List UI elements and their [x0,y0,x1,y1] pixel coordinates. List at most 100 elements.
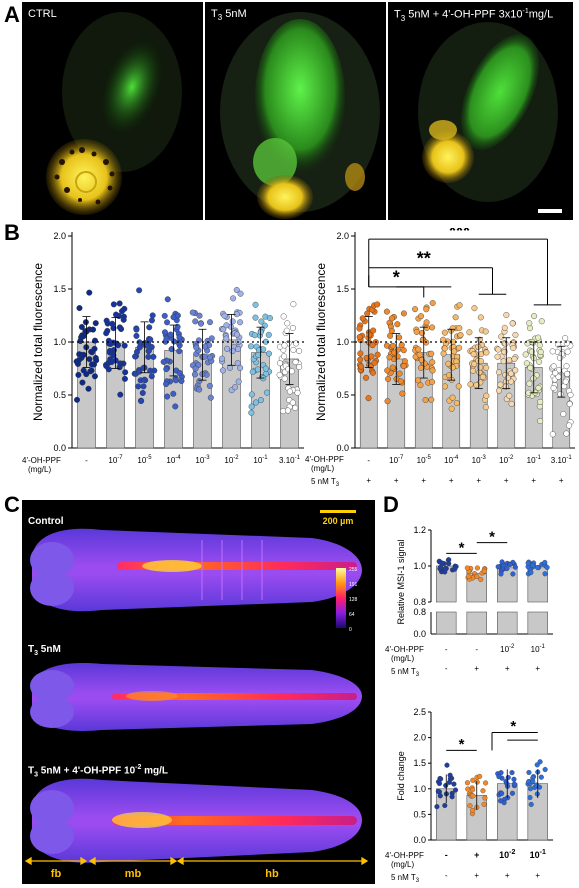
data-point [399,390,406,397]
data-point [529,562,535,568]
data-point [494,353,501,360]
data-point [452,566,458,572]
heatmap-scalebar [320,510,356,513]
t3-mark: + [535,871,540,880]
data-point [93,357,100,364]
data-point [526,320,533,327]
data-point [362,374,369,381]
data-point [428,396,435,403]
data-point [400,363,407,370]
data-point [117,391,124,398]
chart-b-left: 0.0 0.5 1.0 1.5 2.0 Normalized total fluoresc… [22,231,304,474]
data-point [104,327,111,334]
data-point [140,383,147,390]
data-point [280,313,287,320]
data-point [542,766,548,773]
data-point [230,295,237,302]
data-point [423,319,430,326]
data-point [429,367,436,374]
data-point [207,354,214,361]
significance-mark: ** [417,249,431,269]
data-point [537,398,544,405]
data-point [563,430,570,437]
data-point [483,349,490,356]
data-point [76,305,83,312]
data-point [121,375,128,382]
x-tick-label: - [445,850,448,860]
data-point [415,377,422,384]
data-point [477,314,484,321]
chart-b-right: 0.0 0.5 1.0 1.5 2.0 Normalized total fluoresc… [305,228,575,488]
data-point [470,777,476,783]
data-point [178,377,185,384]
data-point [281,353,288,360]
data-point [286,388,293,395]
data-point [510,571,516,577]
data-point [266,315,273,322]
data-point [359,315,366,322]
data-point [265,350,272,357]
data-point [145,347,152,354]
row-label-t3: 5 nM T3 [391,667,420,678]
data-point [550,384,557,391]
t3-mark: + [474,664,479,673]
y-tick-label: 1.0 [336,337,349,347]
data-point [495,369,502,376]
data-point [365,395,372,402]
data-point [508,370,515,377]
data-point [135,383,142,390]
data-point [508,400,515,407]
data-point [423,324,430,331]
y-tick-label: 1.5 [53,284,66,294]
y-tick-label: 1.5 [413,758,426,768]
data-point [263,389,270,396]
data-point [466,329,473,336]
data-point [255,351,262,358]
y-axis-label: Fold change [396,751,406,801]
region-mb: mb [125,868,142,880]
data-point [374,301,381,308]
t3-mark: + [421,476,426,485]
data-point [496,387,503,394]
data-point [483,392,490,399]
x-tick-label: 10-3 [472,455,487,465]
data-point [563,363,570,370]
data-point [465,786,471,792]
data-point [385,375,392,382]
t3-mark: + [394,476,399,485]
data-point [497,798,504,804]
data-point [147,336,154,343]
data-point [248,391,255,398]
x-tick-label: 3.10-1 [551,455,573,465]
data-point [168,346,175,353]
x-tick-label: + [474,850,479,860]
data-point [528,569,534,576]
data-point [429,324,436,331]
data-point [91,345,98,352]
data-point [499,790,505,796]
data-point [276,360,283,367]
data-point [441,329,448,336]
data-point [207,394,214,401]
data-point [443,782,449,789]
t3-mark: + [505,664,510,673]
data-point [384,398,391,405]
data-point [192,318,199,325]
data-point [434,804,440,810]
x-tick-label: 10-7 [108,455,123,465]
data-point [220,326,227,333]
data-point [400,347,407,354]
data-point [478,576,484,583]
data-point [467,803,473,809]
data-point [466,573,472,579]
data-point [413,328,420,335]
data-point [531,313,538,320]
data-point [371,359,378,366]
data-point [292,404,299,411]
image-label-t3-ppf: T3 5nM + 4'-OH-PPF 3x10-1mg/L [394,8,554,23]
data-point [233,286,240,293]
data-point [116,324,123,331]
heatmap-row-label-t3-ppf: T3 5nM + 4'-OH-PPF 10-2 mg/L [28,764,169,779]
data-point [397,378,404,385]
data-point [449,325,456,332]
